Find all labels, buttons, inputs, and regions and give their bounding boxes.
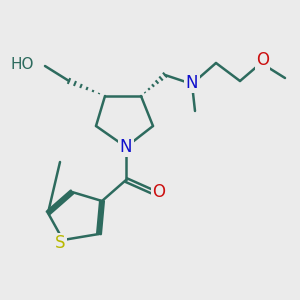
Text: N: N [120, 138, 132, 156]
Text: O: O [256, 51, 269, 69]
Text: O: O [152, 183, 166, 201]
Text: N: N [186, 74, 198, 92]
Text: S: S [55, 234, 65, 252]
Text: HO: HO [11, 57, 35, 72]
